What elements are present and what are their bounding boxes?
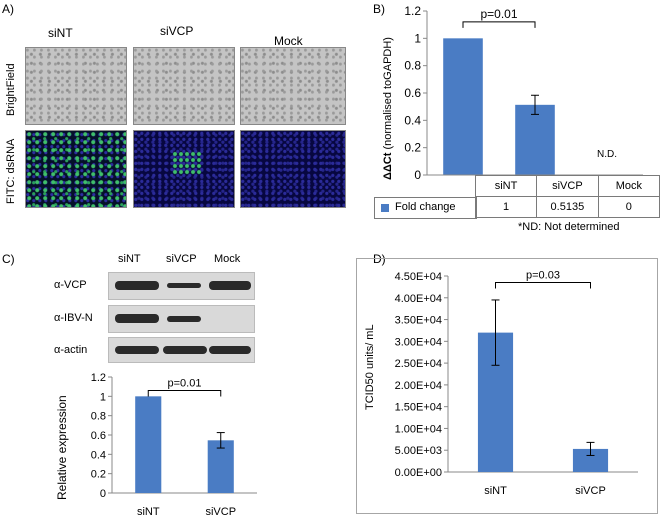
band: [115, 314, 159, 323]
panel-a-col-sivcp: siVCP: [160, 24, 194, 38]
micrograph-brightfield-mock: [240, 47, 346, 125]
table-header-row: siNT siVCP Mock: [474, 175, 660, 197]
band: [167, 316, 201, 322]
chart-d-ylabel: TCID50 units/ mL: [364, 324, 376, 410]
panel-d-letter: D): [373, 252, 386, 266]
band: [209, 281, 251, 290]
y-tick-label: 0.4: [91, 449, 106, 461]
table-header-cell: Mock: [597, 175, 660, 197]
micrograph-fitc-mock: [240, 130, 346, 208]
chart-b-ylabel: ΔΔCt (normalised toGAPDH): [382, 37, 394, 180]
y-tick-label: 2.50E+04: [395, 358, 442, 370]
y-tick-label: 3.00E+04: [395, 336, 442, 348]
panel-c-lane-sivcp: siVCP: [166, 253, 197, 265]
fold-change-row-label: Fold change: [395, 201, 456, 213]
significance-label: p=0.01: [480, 7, 517, 21]
panel-c-letter: C): [2, 252, 15, 266]
green-cluster: [172, 151, 202, 175]
micrograph-brightfield-sivcp: [133, 47, 235, 125]
table-cell: 1: [474, 196, 538, 218]
fold-change-row-label-box: Fold change: [374, 197, 477, 219]
x-tick-label: siVCP: [575, 485, 606, 497]
table-header-cell: siVCP: [536, 175, 599, 197]
micrograph-fitc-sivcp: [133, 130, 235, 208]
panel-b-footnote: *ND: Not determined: [518, 221, 620, 233]
y-tick-label: 0.8: [404, 59, 421, 73]
blot-label-vcp: α-VCP: [54, 279, 87, 291]
y-tick-label: 1.00E+04: [395, 423, 442, 435]
bar-siNT: [135, 396, 162, 493]
bar-siNT: [443, 38, 483, 176]
y-tick-label: 0.2: [404, 141, 421, 155]
panel-c-lane-sint: siNT: [118, 253, 141, 265]
chart-b-ylabel-bold: ΔΔCt: [382, 152, 394, 180]
significance-label: p=0.03: [526, 270, 560, 282]
band: [167, 283, 201, 288]
bar-siVCP: [515, 104, 555, 175]
x-tick-label: siNT: [484, 485, 507, 497]
fold-change-table: siNT siVCP Mock 1 0.5135 0: [474, 175, 660, 218]
y-tick-label: 4.00E+04: [395, 293, 442, 305]
significance-bracket: [462, 21, 536, 28]
panel-c-lane-mock: Mock: [214, 253, 241, 265]
blot-label-ibvn: α-IBV-N: [54, 312, 93, 324]
chart-c: 0 0.2 0.4 0.6 0.8 1 1.2 siNT siVCP p=0.01: [91, 372, 257, 518]
blot-label-actin: α-actin: [54, 344, 88, 356]
y-tick-label: 2.00E+04: [395, 380, 442, 392]
significance-bracket: [495, 282, 591, 289]
y-tick-label: 4.50E+04: [395, 271, 442, 283]
table-row: 1 0.5135 0: [474, 196, 660, 218]
x-tick-label: siVCP: [205, 506, 236, 518]
y-tick-label: 0: [100, 488, 106, 500]
y-tick-label: 0.8: [91, 411, 106, 423]
legend-swatch: [381, 204, 389, 212]
y-tick-label: 1: [414, 31, 421, 45]
y-tick-label: 1.2: [91, 372, 106, 384]
chart-d: 0.00E+00 5.00E+03 1.00E+04 1.50E+04 2.00E+04…: [395, 270, 638, 497]
y-tick-label: 3.50E+04: [395, 315, 442, 327]
blot-actin: [108, 337, 255, 363]
band: [163, 346, 207, 354]
band: [115, 346, 159, 354]
bar-siVCP: [207, 440, 234, 493]
y-tick-label: 1: [100, 391, 106, 403]
significance-label: p=0.01: [168, 378, 202, 390]
y-tick-label: 0.6: [404, 86, 421, 100]
y-tick-label: 0.6: [91, 430, 106, 442]
nd-label: N.D.: [597, 149, 617, 160]
chart-b: 0 0.2 0.4 0.6 0.8 1 1.2 p=0.01 N.D.: [404, 4, 643, 182]
y-tick-label: 0: [414, 168, 421, 182]
panel-a-letter: A): [2, 2, 14, 16]
blot-vcp: [108, 272, 255, 300]
band: [115, 281, 159, 290]
micrograph-fitc-sint: [25, 130, 127, 208]
micrograph-brightfield-sint: [25, 47, 127, 125]
significance-bracket: [147, 390, 222, 397]
x-tick-label: siNT: [137, 506, 160, 518]
chart-b-ylabel-rest: (normalised toGAPDH): [382, 37, 394, 153]
table-header-cell: siNT: [474, 175, 538, 197]
chart-c-ylabel: Relative expression: [55, 395, 69, 500]
y-tick-label: 5.00E+03: [395, 445, 442, 457]
panel-d-frame: [356, 258, 658, 514]
band: [209, 346, 251, 354]
panel-a-col-mock: Mock: [274, 34, 303, 48]
table-cell: 0.5135: [536, 196, 599, 218]
bar-siVCP: [572, 448, 609, 472]
y-tick-label: 1.2: [404, 4, 421, 18]
panel-a-col-sint: siNT: [48, 26, 73, 40]
table-cell: 0: [597, 196, 660, 218]
panel-a-row-brightfield: BrightField: [5, 63, 17, 116]
panel-b-letter: B): [373, 2, 385, 16]
y-tick-label: 0.4: [404, 113, 421, 127]
blot-ibvn: [108, 305, 255, 333]
y-tick-label: 0.2: [91, 469, 106, 481]
y-tick-label: 1.50E+04: [395, 402, 442, 414]
panel-a-row-fitc: FITC: dsRNA: [5, 138, 17, 204]
y-tick-label: 0.00E+00: [395, 467, 442, 479]
